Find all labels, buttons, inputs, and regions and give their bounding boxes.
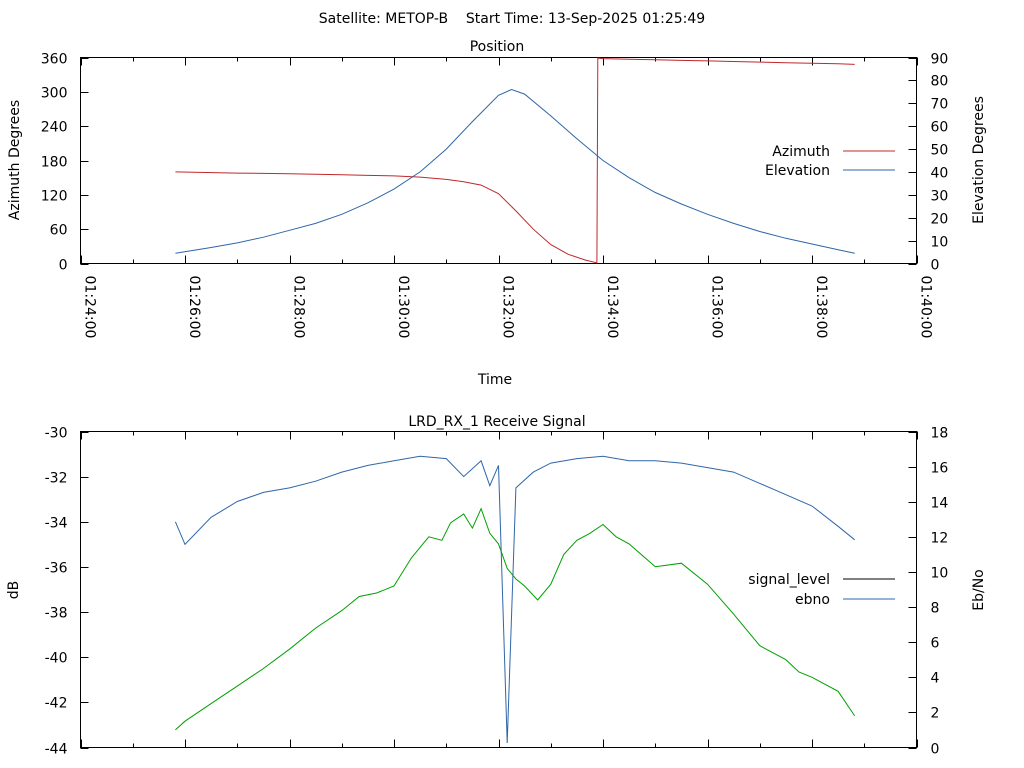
legend-signal-level-label: signal_level: [748, 572, 830, 588]
y2-tick-label: 40: [931, 166, 949, 182]
y-tick-label: -42: [45, 696, 68, 712]
x-tick-label: 01:30:00: [395, 276, 411, 339]
position-legend: Azimuth Elevation: [765, 144, 895, 179]
y2-tick-label: 10: [931, 235, 949, 251]
series-elevation-line: [175, 88, 855, 254]
y2-tick-label: 20: [931, 212, 949, 228]
signal-title: LRD_RX_1 Receive Signal: [408, 414, 585, 430]
y-tick-label: -38: [45, 606, 68, 622]
signal-y2label: Eb/No: [971, 569, 987, 611]
x-tick-label: 01:40:00: [918, 276, 934, 339]
y-tick-label: 360: [41, 52, 68, 68]
signal-legend: signal_level ebno: [748, 572, 895, 608]
y-tick-label: 0: [59, 258, 68, 274]
y-tick-label: 60: [50, 223, 68, 239]
legend-ebno-label: ebno: [795, 592, 830, 608]
y2-tick-label: 0: [931, 258, 940, 274]
signal-frame: [80, 431, 917, 748]
y2-tick-label: 12: [931, 531, 949, 547]
y-tick-label: 180: [41, 155, 68, 171]
x-tick-label: 01:36:00: [709, 276, 725, 339]
y2-tick-label: 8: [931, 601, 940, 617]
series-azimuth-line: [175, 57, 855, 264]
y2-tick-label: 4: [931, 671, 940, 687]
y-tick-label: 300: [41, 86, 68, 102]
position-ticks: 01:24:00 01:26:00 01:28:00 01:30:00 01:32:00…: [41, 52, 949, 339]
position-title: Position: [470, 39, 525, 55]
y2-tick-label: 70: [931, 97, 949, 113]
y-tick-label: -32: [45, 471, 68, 487]
y-tick-label: -44: [45, 742, 68, 758]
y2-tick-label: 30: [931, 189, 949, 205]
y-tick-label: -40: [45, 651, 68, 667]
y2-tick-label: 6: [931, 636, 940, 652]
y2-tick-label: 50: [931, 143, 949, 159]
y2-tick-label: 18: [931, 426, 949, 442]
y2-tick-label: 90: [931, 52, 949, 68]
legend-elevation-label: Elevation: [765, 163, 830, 179]
x-tick-label: 01:28:00: [291, 276, 307, 339]
x-tick-label: 01:24:00: [82, 276, 98, 339]
y2-tick-label: 2: [931, 706, 940, 722]
position-ylabel: Azimuth Degrees: [7, 100, 23, 220]
y2-tick-label: 14: [931, 496, 949, 512]
position-series: [175, 57, 855, 264]
x-tick-label: 01:34:00: [604, 276, 620, 339]
y2-tick-label: 60: [931, 120, 949, 136]
figure-title: Satellite: METOP-B Start Time: 13-Sep-20…: [319, 11, 705, 27]
y-tick-label: -34: [45, 516, 68, 532]
y-tick-label: -36: [45, 561, 68, 577]
position-y2label: Elevation Degrees: [971, 96, 987, 224]
y2-tick-label: 10: [931, 566, 949, 582]
legend-azimuth-label: Azimuth: [772, 144, 830, 160]
y-tick-label: 120: [41, 189, 68, 205]
signal-ylabel: dB: [6, 581, 22, 600]
y2-tick-label: 80: [931, 74, 949, 90]
y-tick-label: -30: [45, 426, 68, 442]
position-chart: Position 01:24:00 01:26:00 01:28:00 01:30:0…: [7, 39, 987, 388]
x-tick-label: 01:38:00: [813, 276, 829, 339]
signal-chart: LRD_RX_1 Receive Signal -44-42-40-38-36-…: [6, 414, 987, 758]
signal-series: [174, 455, 856, 744]
position-frame: [80, 57, 917, 264]
signal-ticks: -44 -42 -40 -38 -36 -34 -32 -30 0 2 4 6 8 10 12 14 16 18: [45, 426, 949, 758]
y-tick-label: 240: [41, 120, 68, 136]
x-tick-label: 01:26:00: [186, 276, 202, 339]
y2-tick-label: 0: [931, 742, 940, 758]
series-ebno-line: [175, 507, 856, 731]
position-xlabel: Time: [477, 372, 512, 388]
y2-tick-label: 16: [931, 461, 949, 477]
x-tick-label: 01:32:00: [500, 276, 516, 339]
series-signal-level-line: [174, 455, 856, 744]
